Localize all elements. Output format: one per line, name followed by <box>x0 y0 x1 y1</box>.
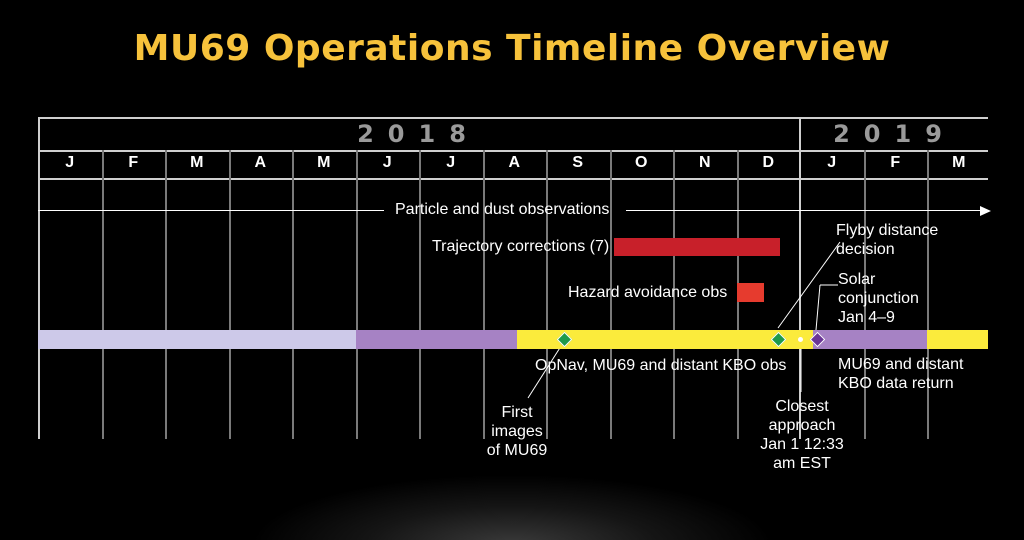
month-label: D <box>762 154 775 171</box>
month-label: O <box>635 154 648 171</box>
particle-arrow-line-right <box>626 210 982 211</box>
month-label: S <box>572 154 584 171</box>
hazard-label: Hazard avoidance obs <box>568 284 728 301</box>
closest-approach-label: Closest approach Jan 1 12:33 am EST <box>760 398 844 472</box>
month-label: A <box>508 154 521 171</box>
solar-conjunction-label: Solar conjunction Jan 4–9 <box>838 271 919 326</box>
month-label: J <box>65 154 75 171</box>
arrowhead-icon <box>980 206 991 216</box>
first-images-label: First images of MU69 <box>486 404 548 459</box>
solar-callout-line-v <box>815 284 821 331</box>
month-label: M <box>317 154 331 171</box>
flyby-decision-label: Flyby distance decision <box>836 221 976 259</box>
year-2019-label: 2019 <box>833 120 956 148</box>
particle-dust-label: Particle and dust observations <box>395 201 610 218</box>
page-title: MU69 Operations Timeline Overview <box>133 28 891 69</box>
month-grid-line <box>228 150 231 439</box>
month-grid-line <box>927 150 929 439</box>
phase-bar-purple <box>356 330 517 349</box>
month-grid-line <box>101 150 104 439</box>
trajectory-label: Trajectory corrections (7) <box>432 238 610 255</box>
month-grid-line <box>292 150 294 439</box>
month-grid-line <box>419 150 421 439</box>
month-grid-line <box>863 150 866 439</box>
trajectory-bar <box>614 238 780 256</box>
grid-top-line <box>38 117 988 119</box>
month-label: F <box>890 154 901 171</box>
flyby-decision-text: Flyby distance decision <box>836 222 939 258</box>
month-label: A <box>254 154 267 171</box>
first-images-callout-line <box>527 342 564 399</box>
year-2018-label: 2018 <box>357 120 480 148</box>
hazard-bar <box>737 283 764 302</box>
data-return-label: MU69 and distant KBO data return <box>838 356 964 392</box>
month-label: M <box>190 154 204 171</box>
month-grid-line <box>355 150 358 439</box>
phase-bar-purple-2019 <box>813 330 927 349</box>
grid-month-line <box>38 178 988 180</box>
grid-left-edge <box>38 117 40 439</box>
month-grid-line <box>165 150 167 439</box>
month-grid-line <box>609 150 612 439</box>
month-grid-line <box>546 150 548 439</box>
phase-bar-lavender <box>38 330 356 349</box>
month-grid-line <box>673 150 675 439</box>
phase-bar-yellow-2018 <box>517 330 813 349</box>
flyby-callout-line <box>777 241 841 329</box>
year-divider <box>799 117 801 439</box>
opnav-label: OpNav, MU69 and distant KBO obs <box>535 357 787 374</box>
month-label: J <box>382 154 392 171</box>
month-label: F <box>128 154 139 171</box>
month-label: J <box>446 154 456 171</box>
grid-year-line <box>38 150 988 152</box>
phase-bar-yellow-2019 <box>927 330 988 349</box>
closest-approach-marker <box>798 337 803 342</box>
month-label: J <box>827 154 837 171</box>
month-label: M <box>952 154 966 171</box>
particle-arrow-line-left <box>38 210 384 211</box>
month-grid-line <box>482 150 485 439</box>
month-label: N <box>698 154 711 171</box>
